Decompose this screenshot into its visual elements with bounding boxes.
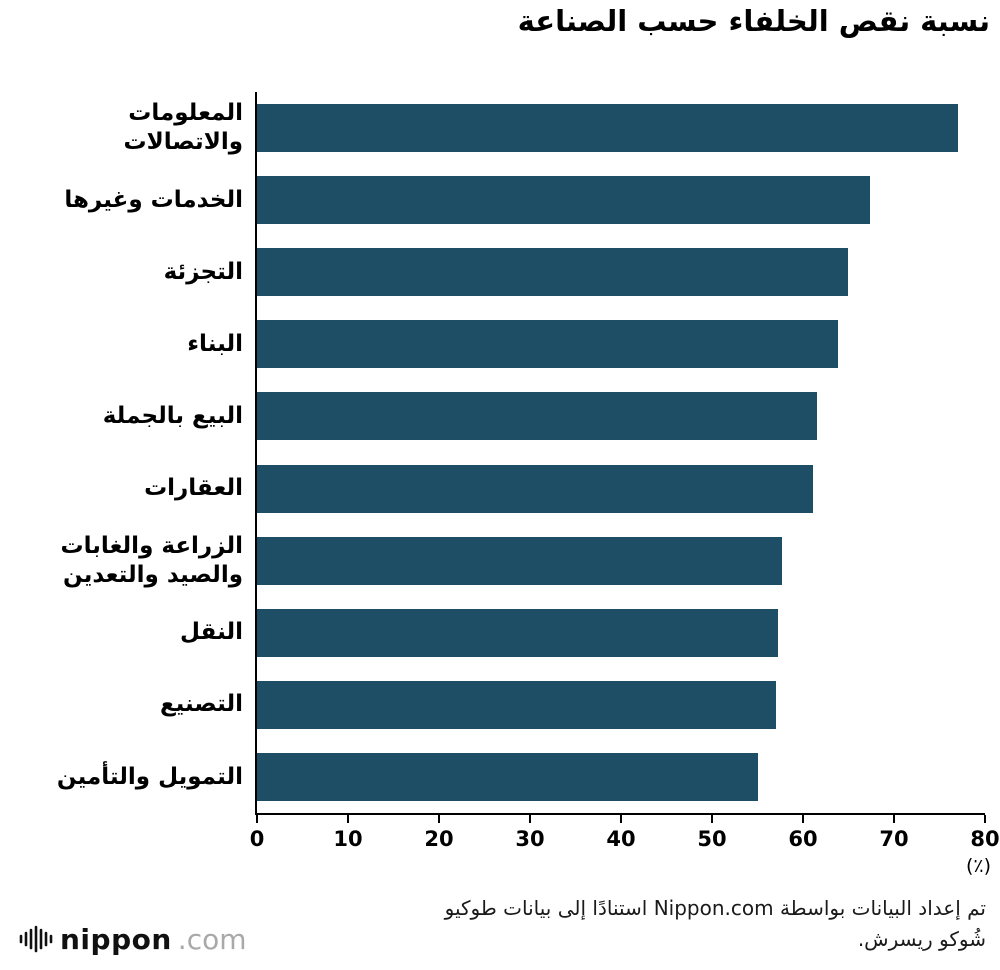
source-note-line2: شُوكو ريسرش. xyxy=(857,927,986,951)
chart-row: العقارات xyxy=(144,464,985,513)
chart-row: البيع بالجملة xyxy=(103,392,985,441)
bar xyxy=(257,536,783,585)
category-label: النقل xyxy=(180,619,243,646)
x-tick-label: 40 xyxy=(606,827,636,851)
x-tick-label: 0 xyxy=(249,827,265,851)
bar xyxy=(257,608,779,657)
x-tick-mark xyxy=(347,815,349,823)
bar xyxy=(257,752,758,801)
x-tick-mark xyxy=(256,815,258,823)
x-tick-mark xyxy=(711,815,713,823)
chart-row: النقل xyxy=(180,608,985,657)
category-label: العقارات xyxy=(144,475,243,502)
x-tick-mark xyxy=(438,815,440,823)
category-label: التجزئة xyxy=(163,258,243,285)
bar xyxy=(257,320,838,369)
x-tick-mark xyxy=(802,815,804,823)
x-tick-label: 80 xyxy=(970,827,1000,851)
brand-tld: .com xyxy=(177,922,247,956)
x-tick-mark xyxy=(529,815,531,823)
x-tick-mark xyxy=(984,815,986,823)
axis-unit-label: (٪) xyxy=(965,855,991,877)
x-tick-label: 20 xyxy=(424,827,454,851)
soundwave-icon xyxy=(18,922,54,956)
x-tick-label: 70 xyxy=(879,827,909,851)
category-label: الزراعة والغابات والصيد والتعدين xyxy=(60,532,243,588)
chart-row: التمويل والتأمين xyxy=(57,752,985,801)
source-note: تم إعداد البيانات بواسطة Nippon.com استن… xyxy=(445,893,986,955)
bar xyxy=(257,104,958,153)
source-note-line1: تم إعداد البيانات بواسطة Nippon.com استن… xyxy=(444,896,986,920)
brand-name: nippon xyxy=(60,922,172,956)
x-tick-mark xyxy=(620,815,622,823)
nippon-logo: nippon .com xyxy=(18,922,247,956)
chart-title: نسبة نقص الخلفاء حسب الصناعة xyxy=(517,4,990,38)
chart-row: التصنيع xyxy=(160,680,985,729)
category-label: البيع بالجملة xyxy=(102,403,243,430)
bar xyxy=(257,176,871,225)
category-label: الخدمات وغيرها xyxy=(64,186,243,213)
bar-rows: المعلومات والاتصالات الخدمات وغيرها التجزئ… xyxy=(57,92,985,813)
category-label: التصنيع xyxy=(159,691,243,718)
bar xyxy=(257,248,848,297)
category-label: المعلومات والاتصالات xyxy=(123,100,243,156)
chart-row: البناء xyxy=(187,320,985,369)
chart-row: الزراعة والغابات والصيد والتعدين xyxy=(61,533,985,588)
x-tick-label: 50 xyxy=(697,827,727,851)
category-label: التمويل والتأمين xyxy=(56,763,243,790)
x-tick-mark xyxy=(893,815,895,823)
x-tick-label: 60 xyxy=(788,827,818,851)
x-tick-label: 10 xyxy=(333,827,363,851)
bar xyxy=(257,680,776,729)
bar xyxy=(257,392,817,441)
bar xyxy=(257,464,813,513)
bar-chart: المعلومات والاتصالات الخدمات وغيرها التجزئ… xyxy=(57,92,1000,877)
chart-row: الخدمات وغيرها xyxy=(64,176,985,225)
chart-row: المعلومات والاتصالات xyxy=(124,100,985,155)
category-label: البناء xyxy=(187,330,243,357)
x-tick-label: 30 xyxy=(515,827,545,851)
chart-row: التجزئة xyxy=(164,248,985,297)
